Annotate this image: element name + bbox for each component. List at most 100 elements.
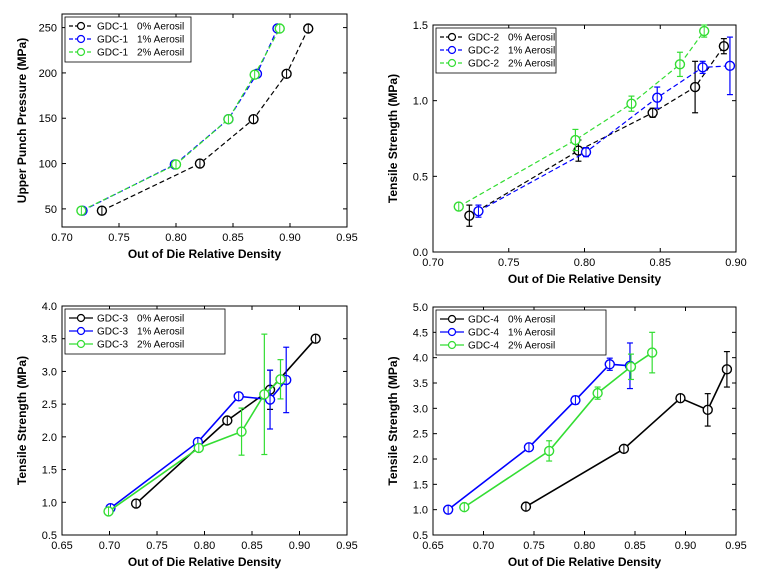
y-tick-label: 1.0 bbox=[413, 505, 428, 517]
x-tick-label: 0.65 bbox=[51, 540, 72, 552]
chart-panel-4: 0.65 0.70 0.75 0.80 0.85 0.90 0.95 0.5 1.0 1.5 2.0… bbox=[386, 302, 747, 569]
y-tick-label: 4.0 bbox=[42, 301, 57, 313]
legend-series-name: GDC-1 bbox=[97, 22, 129, 33]
x-tick-label: 0.75 bbox=[523, 540, 544, 552]
chart-panel-3: 0.65 0.70 0.75 0.80 0.85 0.90 0.95 0.5 1.0 1.5 2.0… bbox=[15, 301, 358, 569]
legend-marker bbox=[447, 314, 457, 324]
x-tick-label: 0.90 bbox=[289, 540, 310, 552]
x-tick-label: 0.80 bbox=[574, 540, 595, 552]
y-tick-label: 4.5 bbox=[413, 327, 428, 339]
y-tick-label: 0.0 bbox=[413, 247, 428, 259]
legend-marker bbox=[76, 34, 86, 44]
series-2 bbox=[103, 333, 286, 517]
x-tick-label: 0.95 bbox=[336, 540, 357, 552]
y-tick-label: 0.5 bbox=[413, 530, 428, 542]
y-tick-label: 2.0 bbox=[413, 454, 428, 466]
legend-marker bbox=[447, 327, 457, 337]
x-tick-label: 0.85 bbox=[650, 257, 671, 269]
legend: GDC-2 0% Aerosil GDC-2 1% Aerosil GDC-2 2% Ae… bbox=[435, 27, 557, 74]
legend-marker bbox=[76, 339, 86, 349]
y-tick-label: 1.5 bbox=[42, 465, 57, 477]
y-tick-label: 5.0 bbox=[413, 302, 428, 314]
x-tick-label: 0.80 bbox=[165, 232, 186, 244]
legend-marker bbox=[447, 340, 457, 350]
legend-series-label: 1% Aerosil bbox=[508, 328, 555, 339]
y-tick-label: 4.0 bbox=[413, 353, 428, 365]
y-axis-label: Upper Punch Pressure (MPa) bbox=[15, 38, 29, 203]
series-2 bbox=[76, 23, 285, 216]
legend-series-name: GDC-4 bbox=[468, 315, 500, 326]
x-tick-label: 0.85 bbox=[241, 540, 262, 552]
x-tick-label: 0.75 bbox=[108, 232, 129, 244]
x-tick-label: 0.75 bbox=[498, 257, 519, 269]
legend-series-name: GDC-2 bbox=[468, 46, 500, 57]
y-tick-label: 3.0 bbox=[413, 403, 428, 415]
x-axis-label: Out of Die Relative Density bbox=[508, 272, 662, 286]
legend-marker bbox=[76, 326, 86, 336]
legend-series-name: GDC-2 bbox=[468, 59, 500, 70]
y-tick-label: 2.5 bbox=[42, 399, 57, 411]
x-tick-label: 0.85 bbox=[624, 540, 645, 552]
x-tick-label: 0.70 bbox=[51, 232, 72, 244]
y-tick-label: 100 bbox=[39, 159, 57, 171]
legend-marker bbox=[447, 32, 457, 42]
x-tick-label: 0.90 bbox=[675, 540, 696, 552]
y-axis-label: Tensile Strength (MPa) bbox=[386, 356, 400, 485]
y-tick-label: 250 bbox=[39, 23, 57, 35]
x-axis-label: Out of Die Relative Density bbox=[508, 555, 662, 569]
series-2 bbox=[459, 331, 658, 513]
x-tick-label: 0.90 bbox=[725, 257, 746, 269]
legend-series-name: GDC-4 bbox=[468, 328, 500, 339]
x-tick-label: 0.70 bbox=[99, 540, 120, 552]
legend-series-label: 0% Aerosil bbox=[508, 315, 555, 326]
legend-series-name: GDC-3 bbox=[97, 327, 129, 338]
y-axis-label: Tensile Strength (MPa) bbox=[386, 74, 400, 203]
series-1 bbox=[473, 36, 736, 218]
series-0 bbox=[520, 350, 733, 512]
x-tick-label: 0.80 bbox=[194, 540, 215, 552]
y-tick-label: 1.0 bbox=[413, 96, 428, 108]
legend-series-name: GDC-1 bbox=[97, 48, 129, 59]
chart-panel-1: 0.70 0.75 0.80 0.85 0.90 0.95 50 100 150 200 250 Ou… bbox=[15, 13, 358, 261]
legend-marker bbox=[76, 313, 86, 323]
y-tick-label: 3.5 bbox=[413, 378, 428, 390]
y-tick-label: 50 bbox=[45, 204, 57, 216]
series-line bbox=[81, 28, 281, 212]
legend: GDC-3 0% Aerosil GDC-3 1% Aerosil GDC-3 2% Ae… bbox=[64, 308, 226, 355]
x-tick-label: 0.95 bbox=[725, 540, 746, 552]
y-tick-label: 1.5 bbox=[413, 479, 428, 491]
y-tick-label: 3.5 bbox=[42, 334, 57, 346]
x-tick-label: 0.70 bbox=[473, 540, 494, 552]
x-tick-label: 0.65 bbox=[422, 540, 443, 552]
series-line bbox=[135, 338, 317, 505]
x-axis-label: Out of Die Relative Density bbox=[128, 247, 282, 261]
chart-panel-2: 0.70 0.75 0.80 0.85 0.90 0.0 0.5 1.0 1.5 Out of D… bbox=[386, 20, 747, 286]
legend-marker bbox=[76, 47, 86, 57]
y-tick-label: 0.5 bbox=[42, 530, 57, 542]
legend-series-label: 0% Aerosil bbox=[137, 314, 184, 325]
x-tick-label: 0.90 bbox=[279, 232, 300, 244]
legend-series-name: GDC-1 bbox=[97, 35, 129, 46]
legend-series-label: 2% Aerosil bbox=[508, 59, 555, 70]
legend-marker bbox=[447, 58, 457, 68]
legend: GDC-4 0% Aerosil GDC-4 1% Aerosil GDC-4 2% Ae… bbox=[435, 309, 607, 356]
legend-series-label: 2% Aerosil bbox=[137, 340, 184, 351]
y-tick-label: 3.0 bbox=[42, 366, 57, 378]
legend-series-name: GDC-4 bbox=[468, 341, 500, 352]
legend: GDC-1 0% Aerosil GDC-1 1% Aerosil GDC-1 2% Ae… bbox=[64, 16, 192, 63]
legend-series-label: 0% Aerosil bbox=[508, 33, 555, 44]
x-axis-label: Out of Die Relative Density bbox=[128, 555, 282, 569]
legend-box bbox=[64, 16, 192, 63]
legend-box bbox=[435, 309, 607, 356]
y-tick-label: 2.5 bbox=[413, 429, 428, 441]
x-tick-label: 0.85 bbox=[222, 232, 243, 244]
y-axis-label: Tensile Strength (MPa) bbox=[15, 356, 29, 485]
y-tick-label: 1.5 bbox=[413, 20, 428, 32]
legend-series-name: GDC-3 bbox=[97, 314, 129, 325]
legend-series-name: GDC-3 bbox=[97, 340, 129, 351]
legend-series-label: 1% Aerosil bbox=[508, 46, 555, 57]
legend-series-label: 2% Aerosil bbox=[508, 341, 555, 352]
legend-series-name: GDC-2 bbox=[468, 33, 500, 44]
legend-marker bbox=[447, 45, 457, 55]
